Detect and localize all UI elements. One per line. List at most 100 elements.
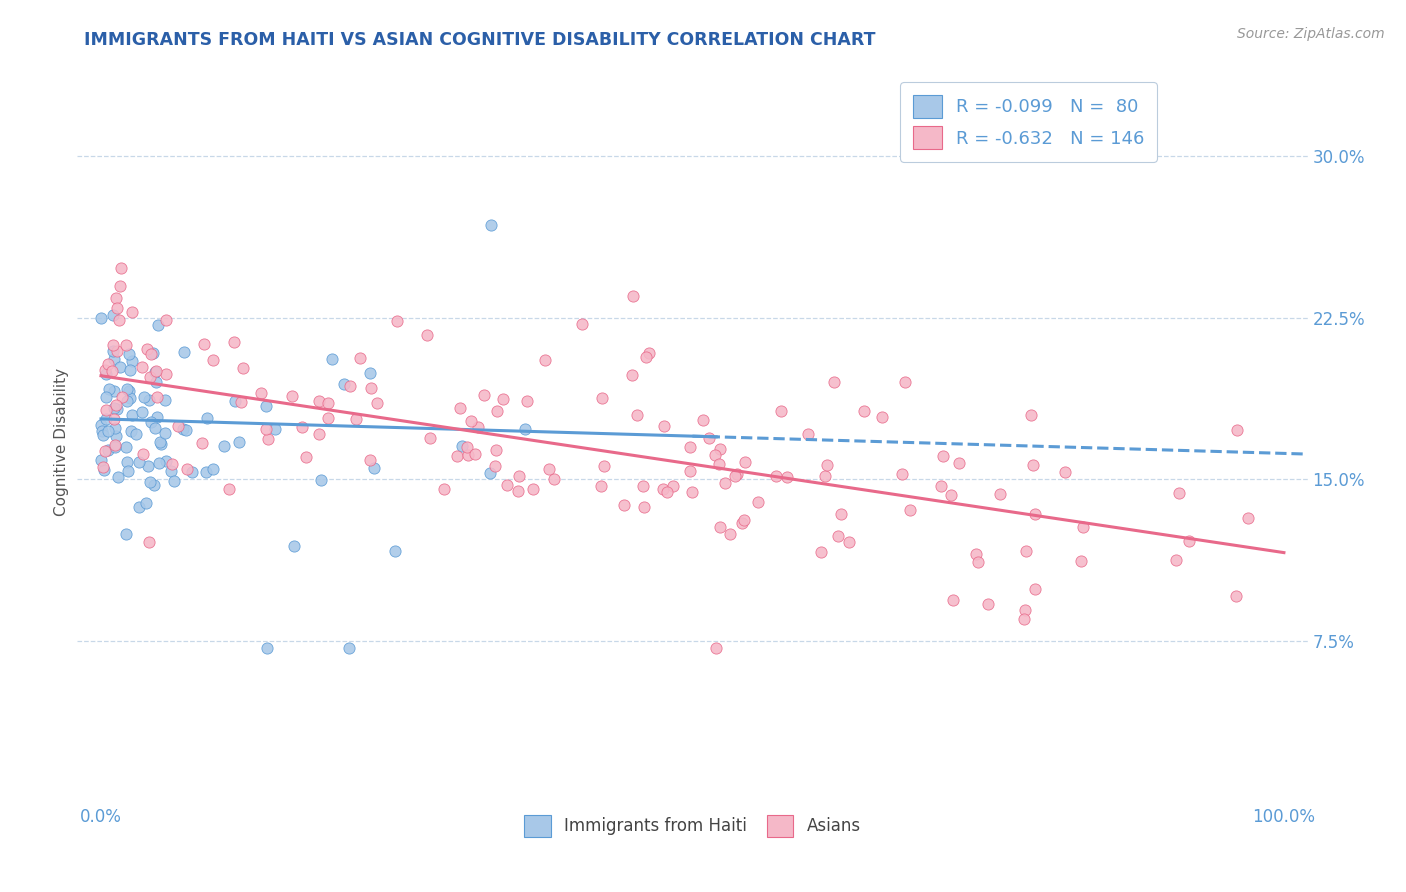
Point — [765, 469, 787, 483]
Point — [176, 462, 198, 476]
Point — [155, 426, 177, 441]
Point — [291, 419, 314, 434]
Point — [652, 482, 675, 496]
Point — [101, 309, 124, 323]
Point — [105, 344, 128, 359]
Point — [115, 393, 138, 408]
Point — [939, 488, 962, 502]
Point — [662, 478, 685, 492]
Point — [94, 402, 117, 417]
Point — [308, 394, 330, 409]
Point — [93, 460, 115, 475]
Point — [145, 365, 167, 379]
Point — [484, 459, 506, 474]
Point — [311, 473, 333, 487]
Point — [193, 337, 215, 351]
Point — [621, 368, 644, 382]
Point — [201, 353, 224, 368]
Point — [118, 384, 141, 398]
Point — [104, 429, 127, 443]
Point — [108, 359, 131, 374]
Point — [155, 454, 177, 468]
Point — [678, 464, 700, 478]
Point — [657, 485, 679, 500]
Point — [384, 544, 406, 558]
Point — [332, 376, 354, 391]
Point — [718, 527, 741, 541]
Point — [114, 440, 136, 454]
Point — [139, 415, 162, 429]
Point — [308, 426, 330, 441]
Point — [571, 317, 593, 331]
Point — [1012, 612, 1035, 626]
Point — [1014, 603, 1036, 617]
Point — [769, 404, 792, 418]
Point — [339, 640, 361, 655]
Point — [385, 314, 408, 328]
Point — [120, 363, 142, 377]
Point — [94, 444, 117, 458]
Text: IMMIGRANTS FROM HAITI VS ASIAN COGNITIVE DISABILITY CORRELATION CHART: IMMIGRANTS FROM HAITI VS ASIAN COGNITIVE… — [84, 31, 876, 49]
Point — [104, 440, 127, 454]
Point — [613, 498, 636, 512]
Point — [449, 401, 471, 415]
Point — [110, 260, 132, 275]
Point — [725, 467, 748, 481]
Point — [96, 412, 118, 426]
Point — [894, 376, 917, 390]
Point — [592, 458, 614, 473]
Point — [890, 467, 912, 481]
Point — [316, 411, 339, 425]
Point — [104, 438, 127, 452]
Point — [264, 422, 287, 436]
Point — [254, 399, 277, 413]
Point — [747, 495, 769, 509]
Point — [591, 391, 613, 405]
Point — [145, 364, 167, 378]
Point — [360, 381, 382, 395]
Point — [146, 390, 169, 404]
Point — [222, 334, 245, 349]
Point — [105, 402, 128, 417]
Point — [111, 390, 134, 404]
Point — [131, 405, 153, 419]
Point — [479, 466, 502, 480]
Point — [810, 544, 832, 558]
Point — [966, 555, 988, 569]
Point — [103, 338, 125, 352]
Point — [173, 345, 195, 359]
Point — [115, 382, 138, 396]
Point — [107, 312, 129, 326]
Point — [254, 422, 277, 436]
Point — [121, 409, 143, 423]
Point — [827, 529, 849, 543]
Point — [321, 351, 343, 366]
Point — [704, 448, 727, 462]
Point — [97, 442, 120, 457]
Point — [870, 410, 893, 425]
Point — [522, 482, 544, 496]
Point — [117, 464, 139, 478]
Point — [707, 458, 730, 472]
Point — [1166, 553, 1188, 567]
Point — [1054, 465, 1077, 479]
Point — [1071, 519, 1094, 533]
Point — [495, 478, 517, 492]
Point — [155, 368, 177, 382]
Point — [359, 366, 381, 380]
Point — [101, 364, 124, 378]
Point — [114, 527, 136, 541]
Point — [316, 396, 339, 410]
Point — [513, 422, 536, 436]
Point — [256, 640, 278, 655]
Point — [460, 414, 482, 428]
Point — [107, 470, 129, 484]
Point — [638, 346, 661, 360]
Point — [652, 419, 675, 434]
Point — [418, 431, 440, 445]
Point — [132, 447, 155, 461]
Point — [965, 547, 987, 561]
Point — [149, 437, 172, 451]
Point — [231, 395, 253, 409]
Point — [485, 404, 508, 418]
